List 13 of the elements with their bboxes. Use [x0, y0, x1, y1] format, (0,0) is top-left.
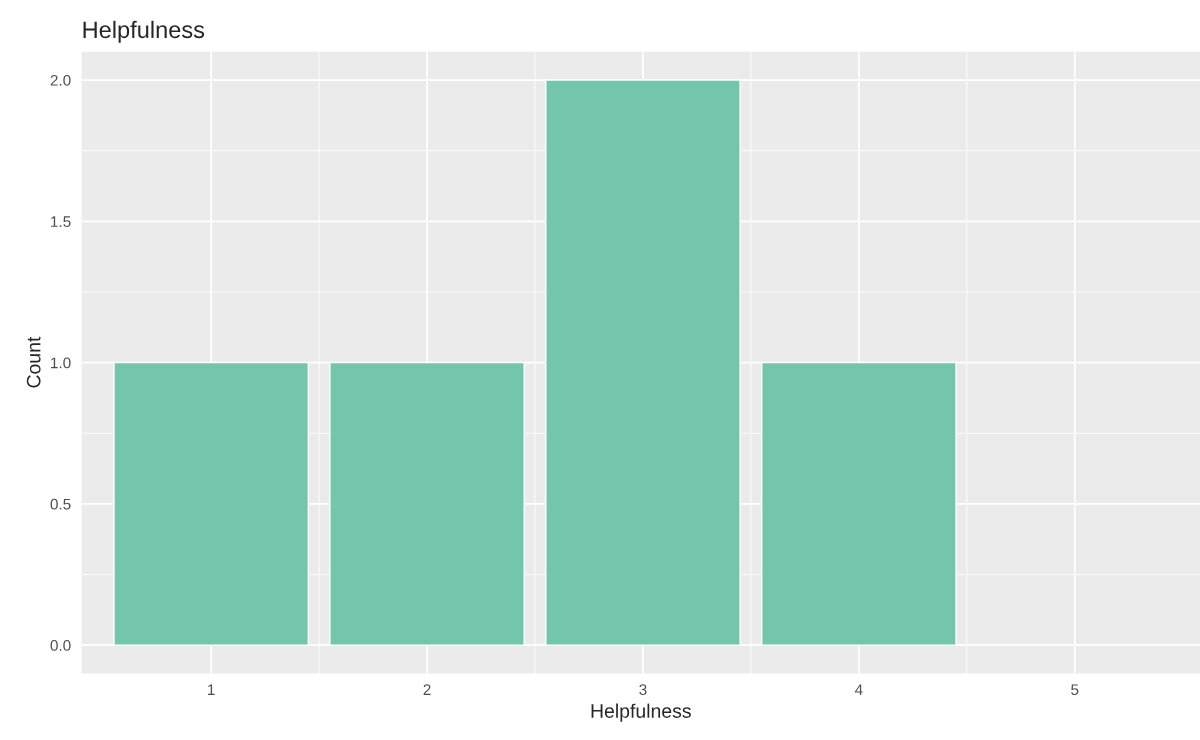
- y-tick-label: 2.0: [50, 74, 71, 86]
- y-tick-label: 1.5: [51, 216, 71, 228]
- x-tick-label: 1: [208, 684, 215, 695]
- x-tick-label: 4: [854, 684, 863, 695]
- x-tick-label: 3: [639, 684, 647, 696]
- y-axis-title: Count: [26, 336, 41, 388]
- x-tick-label: 5: [1071, 684, 1079, 696]
- y-tick-label: 1.0: [51, 357, 71, 369]
- y-tick-label: 0.0: [50, 640, 71, 651]
- x-axis-title: Helpfulness: [591, 703, 691, 722]
- y-tick-label: 0.5: [50, 498, 71, 510]
- chart-title: Helpfulness: [83, 20, 205, 43]
- x-tick-label: 2: [423, 684, 431, 695]
